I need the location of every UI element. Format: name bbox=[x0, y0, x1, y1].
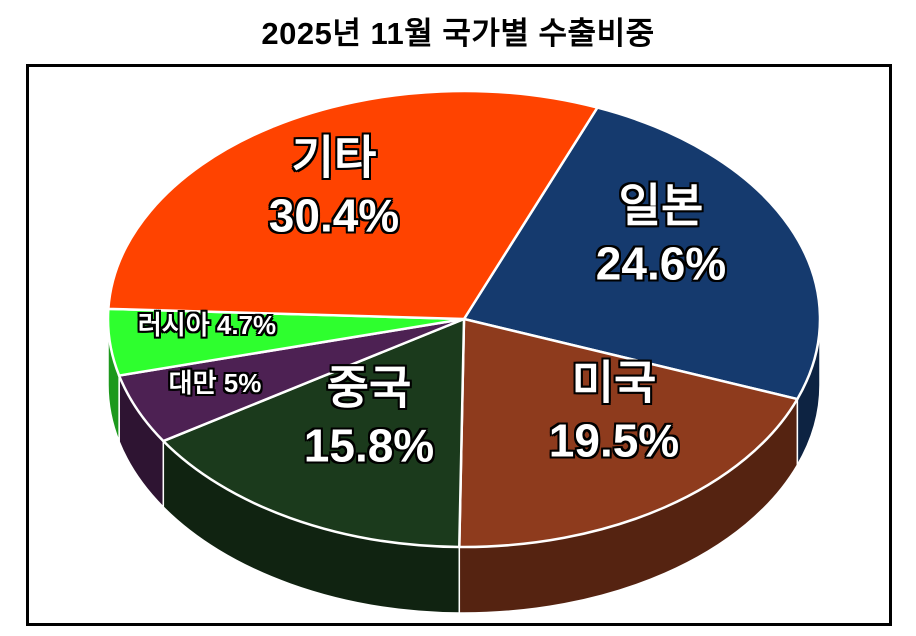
slice-name: 대만 bbox=[168, 367, 217, 398]
slice-label-japan: 일본 24.6% bbox=[596, 178, 726, 293]
slice-percent: 5% bbox=[223, 367, 262, 398]
pie-slice-top-0 bbox=[462, 106, 822, 401]
pie-chart-container: 일본 24.6% 미국 19.5% 중국 15.8% 대만 5% 러시아 4.7… bbox=[26, 64, 892, 626]
slice-name: 미국 bbox=[571, 356, 657, 409]
slice-name: 중국 bbox=[326, 361, 412, 414]
slice-label-others: 기타 30.4% bbox=[269, 130, 399, 245]
slice-label-taiwan: 대만 5% bbox=[169, 367, 262, 400]
pie-slice-top-2 bbox=[162, 317, 466, 549]
slice-percent: 15.8% bbox=[303, 419, 435, 471]
slice-label-russia: 러시아 4.7% bbox=[138, 309, 276, 342]
slice-percent: 4.7% bbox=[216, 309, 277, 340]
slice-percent: 19.5% bbox=[548, 414, 680, 466]
slice-percent: 30.4% bbox=[268, 189, 400, 241]
slice-name: 기타 bbox=[291, 131, 377, 184]
slice-percent: 24.6% bbox=[595, 237, 727, 289]
slice-name: 일본 bbox=[618, 179, 704, 232]
pie-slice-top-1 bbox=[458, 317, 799, 549]
slice-name: 러시아 bbox=[137, 309, 210, 340]
slice-label-usa: 미국 19.5% bbox=[549, 355, 679, 470]
pie-chart-canvas bbox=[106, 89, 822, 614]
slice-label-china: 중국 15.8% bbox=[304, 360, 434, 475]
pie-slice-top-5 bbox=[107, 89, 599, 321]
chart-title: 2025년 11월 국가별 수출비중 bbox=[261, 16, 655, 51]
